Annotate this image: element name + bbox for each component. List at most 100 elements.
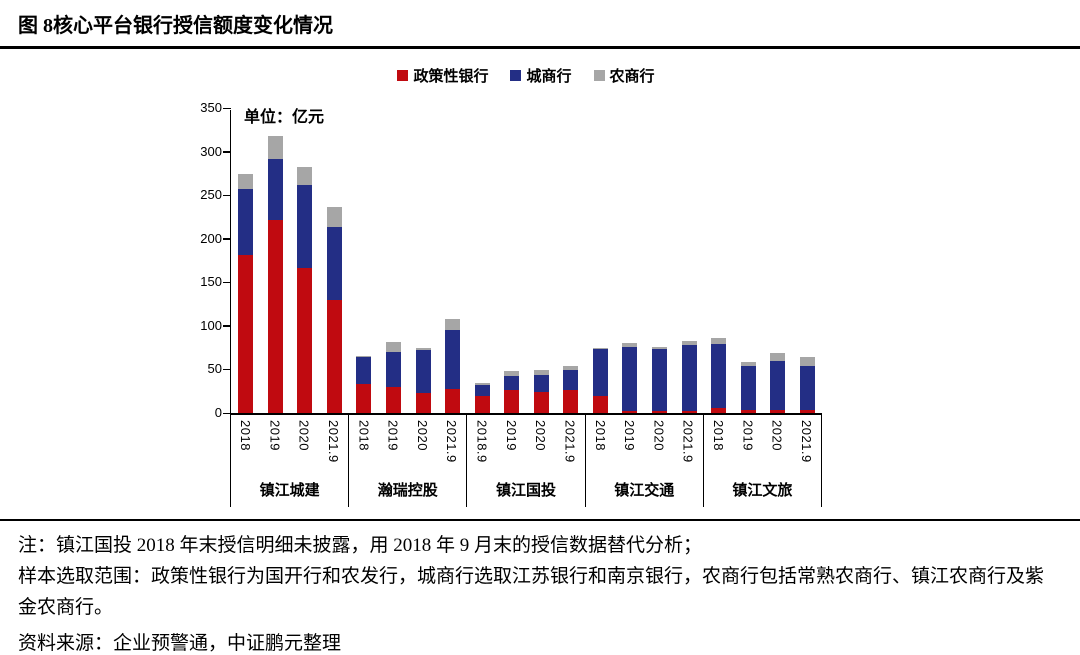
bar-slot [290,110,320,413]
bar-segment [533,370,549,375]
year-slot: 2021.9 [319,415,348,475]
bar-segment [445,318,461,331]
bar-segment [799,357,815,366]
stacked-bar [681,340,697,413]
year-slot: 2020 [526,415,555,475]
bar-group [467,110,585,413]
x-group-cell: 2018 2019 2020 2021.9 瀚瑞控股 [349,415,468,507]
year-slot: 2021.9 [555,415,584,475]
bar-segment [504,371,520,377]
x-tick-label: 2019 [503,420,519,451]
bar-segment [267,135,283,160]
bar-slot [763,110,793,413]
bar-slot [615,110,645,413]
unit-label: 单位：亿元 [244,109,325,126]
bar-segment [415,347,431,351]
bar-segment [563,370,579,390]
y-tick-mark [223,281,231,284]
bar-segment [770,409,786,413]
stacked-bar [799,357,815,413]
x-tick-label: 2021.9 [562,420,578,463]
stacked-bar [740,361,756,413]
bar-segment [740,361,756,367]
y-tick-label: 50 [207,361,222,377]
year-slot: 2018.9 [467,415,496,475]
bar-group [231,110,349,413]
x-tick-label: 2018 [710,420,726,451]
bar-segment [356,357,372,385]
y-tick-mark [223,325,231,327]
bar-segment [415,393,431,413]
legend-swatch-icon [593,70,605,81]
year-slot: 2018 [349,415,378,475]
y-tick-mark [223,151,231,153]
x-group-cell: 2018 2019 2020 2021.9 镇江交通 [586,415,704,507]
x-tick-label: 2020 [651,420,667,451]
x-group-cell: 2018 2019 2020 2021.9 镇江文旅 [704,415,823,507]
year-slot: 2018 [231,415,260,475]
stacked-bar [504,371,520,413]
x-tick-label: 2019 [385,420,401,451]
bar-slot [379,110,409,413]
bar-segment [326,299,342,413]
y-tick-mark [223,194,231,197]
bar-segment [238,189,254,256]
x-tick-label: 2020 [296,420,312,451]
bar-segment [326,207,342,228]
years-row: 2018.9 2019 2020 2021.9 [467,415,584,475]
bar-slot [231,110,261,413]
stacked-bar [445,318,461,413]
figure-notes: 注：镇江国投 2018 年末授信明细未披露，用 2018 年 9 月末的授信数据… [0,521,1080,655]
bar-segment [592,395,608,413]
bar-segment [415,350,431,393]
x-tick-label: 2019 [622,420,638,451]
years-row: 2018 2019 2020 2021.9 [349,415,466,475]
group-label: 镇江国投 [496,482,557,499]
year-slot: 2021.9 [437,415,466,475]
bar-segment [445,330,461,389]
y-tick-mark [223,238,231,240]
chart-legend: 政策性银行 城商行 农商行 [230,65,822,86]
y-axis: 0 50 100 150 200 250 300 350 [180,100,222,420]
bar-slot [497,110,527,413]
bar-slot [261,110,291,413]
year-slot: 2019 [260,415,289,475]
bar-slot [408,110,438,413]
year-slot: 2019 [733,415,762,475]
stacked-bar [415,347,431,413]
x-tick-label: 2019 [740,420,756,451]
bar-segment [711,338,727,345]
stacked-bar [563,365,579,413]
bar-segment [770,352,786,361]
plot-groups [231,110,822,413]
y-tick-label: 0 [214,405,222,420]
x-tick-label: 2018 [592,420,608,451]
x-tick-label: 2020 [769,420,785,451]
y-tick-label: 300 [200,143,222,159]
x-group-cell: 2018 2019 2020 2021.9 镇江城建 [231,415,350,507]
stacked-bar [622,343,638,413]
group-label: 镇江交通 [614,482,675,499]
year-slot: 2020 [408,415,437,475]
bar-segment [681,345,697,412]
bar-slot [349,110,379,413]
group-label: 瀚瑞控股 [377,482,438,499]
legend-item: 农商行 [593,65,655,86]
y-tick-label: 350 [200,100,222,115]
bar-segment [740,366,756,411]
stacked-bar [297,167,313,413]
bar-group [704,110,822,413]
year-slot: 2019 [379,415,408,475]
x-tick-label: 2021.9 [798,420,814,463]
bar-slot [556,110,586,413]
bar-segment [681,340,697,346]
stacked-bar [592,347,608,413]
bar-segment [622,343,638,347]
group-label: 镇江文旅 [732,482,793,499]
bar-segment [740,410,756,413]
notes-divider [0,519,1080,521]
x-tick-label: 2018 [238,420,254,451]
bar-slot [645,110,675,413]
years-row: 2018 2019 2020 2021.9 [586,415,703,475]
x-tick-label: 2020 [414,420,430,451]
